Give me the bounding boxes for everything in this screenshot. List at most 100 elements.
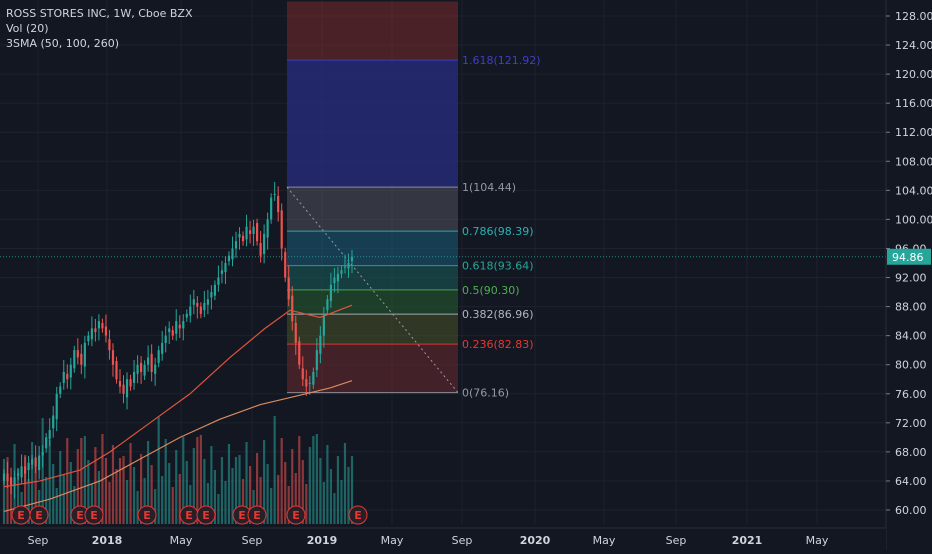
candle[interactable]: [150, 353, 153, 372]
candle[interactable]: [62, 371, 65, 383]
candle[interactable]: [238, 233, 241, 238]
candle[interactable]: [161, 342, 164, 354]
candle[interactable]: [94, 328, 97, 333]
earnings-marker[interactable]: [137, 505, 157, 525]
candle[interactable]: [87, 335, 90, 342]
candle[interactable]: [136, 364, 139, 374]
candle[interactable]: [213, 284, 216, 296]
candle[interactable]: [192, 299, 195, 305]
candle[interactable]: [259, 243, 262, 256]
candle[interactable]: [227, 255, 231, 262]
candle[interactable]: [154, 364, 157, 374]
candle[interactable]: [326, 299, 329, 311]
earnings-marker[interactable]: [286, 505, 306, 525]
candle[interactable]: [118, 381, 122, 387]
candle[interactable]: [175, 321, 178, 334]
candle[interactable]: [55, 393, 58, 420]
candle[interactable]: [140, 362, 143, 372]
candle[interactable]: [284, 252, 287, 278]
candle[interactable]: [210, 292, 213, 298]
candle[interactable]: [111, 350, 115, 365]
candle[interactable]: [203, 302, 206, 311]
sma-indicator-label[interactable]: 3SMA (50, 100, 260): [6, 37, 120, 50]
volume-indicator-label[interactable]: Vol (20): [6, 22, 49, 35]
candle[interactable]: [256, 223, 259, 242]
candle[interactable]: [189, 306, 192, 316]
time-axis[interactable]: [0, 528, 886, 550]
candle[interactable]: [69, 364, 72, 378]
candle[interactable]: [333, 277, 336, 283]
candle[interactable]: [125, 379, 129, 398]
candle[interactable]: [90, 328, 93, 340]
candle[interactable]: [76, 350, 79, 358]
candle[interactable]: [291, 295, 294, 322]
candle[interactable]: [315, 350, 318, 371]
candle[interactable]: [48, 430, 51, 440]
candle[interactable]: [312, 371, 315, 385]
price-axis[interactable]: [886, 0, 932, 550]
candle[interactable]: [20, 466, 23, 478]
candle[interactable]: [287, 277, 290, 300]
candle[interactable]: [270, 197, 273, 220]
candle[interactable]: [27, 462, 30, 471]
candle[interactable]: [234, 241, 238, 249]
candle[interactable]: [343, 266, 347, 268]
candle[interactable]: [305, 379, 308, 387]
earnings-marker[interactable]: [84, 505, 104, 525]
earnings-marker[interactable]: [348, 505, 368, 525]
candle[interactable]: [199, 306, 202, 314]
earnings-marker[interactable]: [247, 505, 267, 525]
candle[interactable]: [101, 322, 104, 329]
candle[interactable]: [273, 193, 276, 195]
candle[interactable]: [319, 335, 322, 354]
candle[interactable]: [350, 256, 354, 262]
candle[interactable]: [9, 477, 13, 485]
candle[interactable]: [185, 313, 188, 318]
candle[interactable]: [147, 357, 150, 365]
symbol-title[interactable]: ROSS STORES INC, 1W, Cboe BZX: [6, 7, 193, 20]
candle[interactable]: [157, 350, 160, 363]
candle[interactable]: [164, 335, 167, 343]
candle[interactable]: [108, 339, 111, 351]
candle[interactable]: [38, 455, 41, 471]
candle[interactable]: [248, 230, 252, 234]
earnings-marker[interactable]: [196, 505, 216, 525]
earnings-marker[interactable]: [29, 505, 49, 525]
candle[interactable]: [196, 302, 199, 307]
candle[interactable]: [322, 313, 325, 336]
candle[interactable]: [73, 350, 76, 369]
candle[interactable]: [347, 263, 350, 269]
candle[interactable]: [266, 219, 269, 238]
candle[interactable]: [301, 368, 304, 380]
candle[interactable]: [182, 321, 185, 329]
candle[interactable]: [104, 326, 108, 336]
candle[interactable]: [122, 384, 125, 394]
candle[interactable]: [294, 322, 297, 343]
candle[interactable]: [336, 273, 340, 282]
candle[interactable]: [129, 379, 132, 387]
candle[interactable]: [168, 328, 171, 333]
candle[interactable]: [245, 226, 248, 240]
candle[interactable]: [97, 321, 100, 329]
candle[interactable]: [34, 457, 37, 467]
candle[interactable]: [178, 324, 181, 329]
candle[interactable]: [83, 342, 86, 367]
candle[interactable]: [59, 386, 62, 394]
candle[interactable]: [132, 371, 136, 383]
candle[interactable]: [298, 341, 301, 365]
candle[interactable]: [220, 270, 224, 274]
candle[interactable]: [143, 364, 146, 376]
candle[interactable]: [224, 263, 227, 273]
candle[interactable]: [171, 330, 174, 336]
candle[interactable]: [80, 353, 83, 365]
candle[interactable]: [66, 373, 69, 380]
candle[interactable]: [280, 210, 283, 249]
candle[interactable]: [217, 277, 220, 285]
candle[interactable]: [277, 195, 280, 213]
candle[interactable]: [52, 415, 55, 429]
candle[interactable]: [263, 233, 266, 254]
candle[interactable]: [252, 226, 255, 234]
candle[interactable]: [308, 382, 311, 384]
